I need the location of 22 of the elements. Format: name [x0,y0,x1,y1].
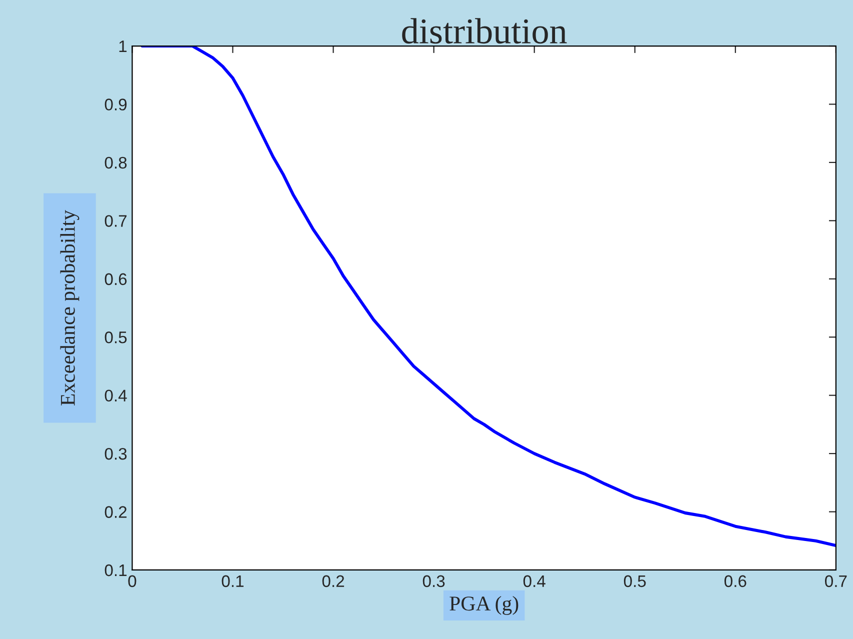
y-tick-label: 0.6 [104,273,127,286]
x-tick-label: 0.4 [523,575,546,588]
y-axis-title: Exceedance probability [60,210,80,406]
x-axis-title: PGA (g) [450,596,518,615]
y-tick-label: 1 [119,40,127,52]
y-tick-label: 0.4 [104,390,127,402]
chart-title: distribution [402,18,567,44]
y-tick-label: 0.9 [104,98,127,110]
y-tick-label: 0.2 [104,506,127,518]
y-tick-label: 0.5 [104,332,127,344]
x-tick-label: 0.6 [724,575,746,588]
x-tick-label: 0.7 [825,575,847,588]
x-tick-label: 0.5 [624,575,646,588]
y-tick-label: 0.7 [104,215,127,227]
y-tick-label: 0.3 [104,448,127,460]
y-tick-label: 0.1 [104,564,127,576]
line-series [140,46,836,548]
x-tick-label: 0 [128,575,136,588]
x-tick-label: 0.2 [322,575,344,588]
x-tick-label: 0.1 [222,575,244,588]
x-tick-label: 0.3 [422,575,445,588]
y-tick-label: 0.8 [104,156,127,169]
